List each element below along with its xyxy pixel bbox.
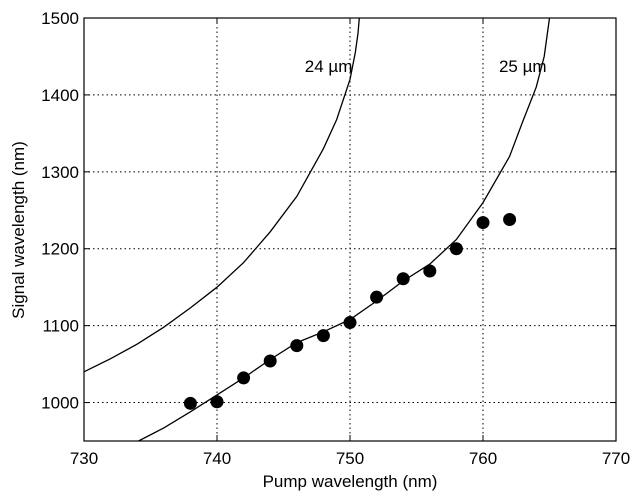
data-point [183, 396, 197, 410]
data-point [263, 354, 277, 368]
x-tick-label: 740 [203, 449, 231, 468]
y-tick-label: 1100 [42, 317, 79, 336]
data-point [423, 264, 437, 278]
y-tick-label: 1200 [41, 240, 79, 259]
annotations: 24 µm 25 µm [305, 57, 547, 76]
curve-layer [83, 17, 551, 442]
data-point [343, 316, 357, 330]
data-point [237, 371, 251, 385]
phase-matching-curve [83, 17, 360, 373]
data-points [183, 213, 517, 410]
y-tick-label: 1000 [41, 394, 79, 413]
data-point [396, 272, 410, 286]
axis-ticks: 730 740 750 760 770 1000 1100 1200 1300 1400 1500 [41, 9, 630, 468]
x-tick-label: 760 [469, 449, 497, 468]
y-axis-label: Signal wavelength (nm) [9, 141, 28, 319]
data-point [290, 339, 304, 353]
data-point [503, 213, 517, 227]
y-tick-label: 1300 [41, 163, 79, 182]
data-point [370, 290, 384, 304]
curve-annotation: 25 µm [499, 57, 547, 76]
x-tick-label: 750 [336, 449, 364, 468]
phase-matching-curve [138, 17, 551, 442]
x-tick-label: 770 [602, 449, 630, 468]
x-axis-label: Pump wavelength (nm) [263, 472, 438, 491]
y-tick-label: 1500 [41, 9, 79, 28]
data-point [449, 242, 463, 256]
x-tick-label: 730 [70, 449, 98, 468]
data-point [210, 395, 224, 409]
y-tick-label: 1400 [41, 86, 79, 105]
data-point [316, 329, 330, 343]
curve-annotation: 24 µm [305, 57, 353, 76]
data-point [476, 216, 490, 230]
